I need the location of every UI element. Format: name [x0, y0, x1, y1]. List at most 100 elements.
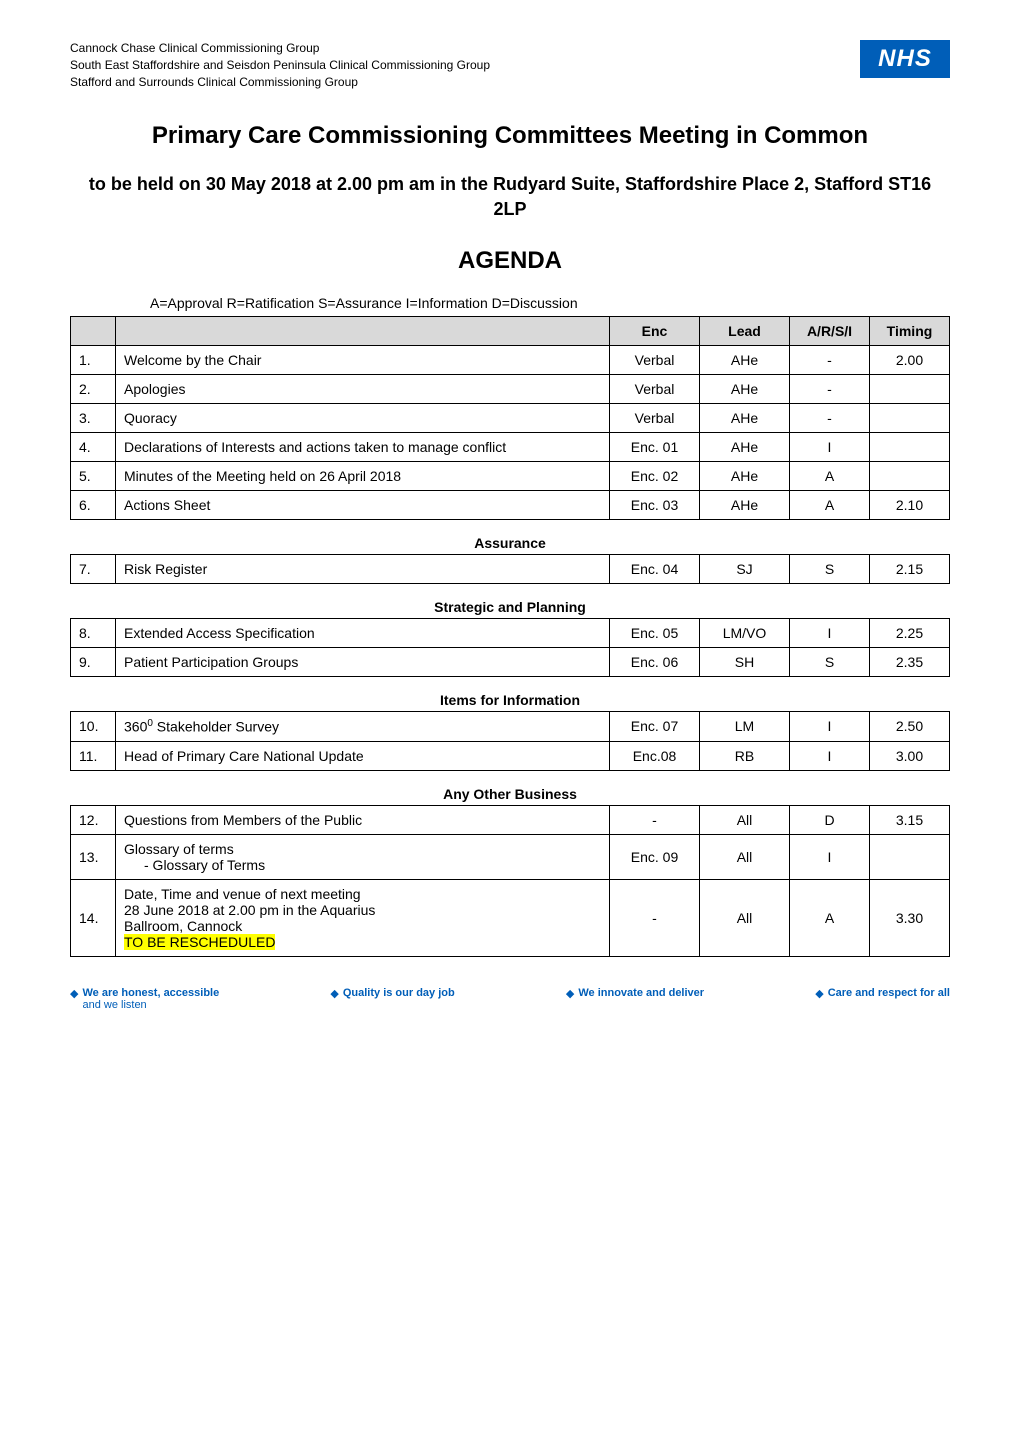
row-item: Date, Time and venue of next meeting28 J… — [116, 879, 610, 956]
col-arsi-header: A/R/S/I — [790, 316, 870, 345]
row-item: Glossary of terms- Glossary of Terms — [116, 834, 610, 879]
row-enc: Enc. 04 — [610, 554, 700, 583]
row-arsi: S — [790, 554, 870, 583]
table-row: 11. Head of Primary Care National Update… — [71, 741, 950, 770]
row-timing — [870, 403, 950, 432]
section-table: 10. 3600 Stakeholder Survey Enc. 07 LM I… — [70, 711, 950, 771]
row-arsi: - — [790, 345, 870, 374]
row-item: Questions from Members of the Public — [116, 805, 610, 834]
row-timing: 2.50 — [870, 711, 950, 741]
row-timing: 2.35 — [870, 647, 950, 676]
row-num: 14. — [71, 879, 116, 956]
row-item: Welcome by the Chair — [116, 345, 610, 374]
row-item: 3600 Stakeholder Survey — [116, 711, 610, 741]
row-timing — [870, 461, 950, 490]
org-names: Cannock Chase Clinical Commissioning Gro… — [70, 40, 490, 90]
row-enc: Verbal — [610, 403, 700, 432]
footer-item: ◆ Care and respect for all — [815, 987, 950, 1011]
row-arsi: A — [790, 490, 870, 519]
row-num: 12. — [71, 805, 116, 834]
col-timing-header: Timing — [870, 316, 950, 345]
row-enc: - — [610, 805, 700, 834]
document-title: Primary Care Commissioning Committees Me… — [70, 120, 950, 151]
row-enc: Verbal — [610, 345, 700, 374]
col-lead-header: Lead — [700, 316, 790, 345]
row-lead: AHe — [700, 374, 790, 403]
table-header-row: Enc Lead A/R/S/I Timing — [71, 316, 950, 345]
row-num: 6. — [71, 490, 116, 519]
row-lead: All — [700, 805, 790, 834]
row-arsi: A — [790, 879, 870, 956]
section-heading: Strategic and Planning — [70, 599, 950, 615]
row-item: Patient Participation Groups — [116, 647, 610, 676]
nhs-logo: NHS — [860, 40, 950, 78]
document-subtitle: to be held on 30 May 2018 at 2.00 pm am … — [70, 172, 950, 222]
row-enc: Enc. 03 — [610, 490, 700, 519]
table-row: 8. Extended Access Specification Enc. 05… — [71, 618, 950, 647]
table-row: 6. Actions Sheet Enc. 03 AHe A 2.10 — [71, 490, 950, 519]
row-arsi: S — [790, 647, 870, 676]
row-lead: All — [700, 834, 790, 879]
footer-item: ◆ Quality is our day job — [330, 987, 454, 1011]
row-item: Actions Sheet — [116, 490, 610, 519]
row-lead: AHe — [700, 432, 790, 461]
row-arsi: I — [790, 432, 870, 461]
diamond-icon: ◆ — [566, 987, 574, 1000]
row-timing — [870, 374, 950, 403]
footer-item: ◆ We are honest, accessibleand we listen — [70, 987, 219, 1011]
row-arsi: I — [790, 711, 870, 741]
row-arsi: I — [790, 834, 870, 879]
org-line: Cannock Chase Clinical Commissioning Gro… — [70, 40, 490, 57]
row-item: Head of Primary Care National Update — [116, 741, 610, 770]
row-arsi: D — [790, 805, 870, 834]
row-timing — [870, 432, 950, 461]
section-heading: Any Other Business — [70, 786, 950, 802]
row-arsi: - — [790, 374, 870, 403]
diamond-icon: ◆ — [70, 987, 78, 1000]
main-agenda-table: Enc Lead A/R/S/I Timing 1. Welcome by th… — [70, 316, 950, 520]
row-enc: Enc. 07 — [610, 711, 700, 741]
row-item: Minutes of the Meeting held on 26 April … — [116, 461, 610, 490]
row-enc: Enc. 05 — [610, 618, 700, 647]
row-enc: Enc.08 — [610, 741, 700, 770]
row-item: Quoracy — [116, 403, 610, 432]
section-table: 8. Extended Access Specification Enc. 05… — [70, 618, 950, 677]
agenda-heading: AGENDA — [70, 247, 950, 275]
footer-item: ◆ We innovate and deliver — [566, 987, 704, 1011]
row-item: Extended Access Specification — [116, 618, 610, 647]
row-num: 5. — [71, 461, 116, 490]
table-row: 1. Welcome by the Chair Verbal AHe - 2.0… — [71, 345, 950, 374]
row-lead: AHe — [700, 490, 790, 519]
table-row: 9. Patient Participation Groups Enc. 06 … — [71, 647, 950, 676]
table-row: 3. Quoracy Verbal AHe - — [71, 403, 950, 432]
table-row: 12. Questions from Members of the Public… — [71, 805, 950, 834]
row-enc: Enc. 06 — [610, 647, 700, 676]
legend-text: A=Approval R=Ratification S=Assurance I=… — [150, 295, 950, 311]
table-row: 14. Date, Time and venue of next meeting… — [71, 879, 950, 956]
page-footer: ◆ We are honest, accessibleand we listen… — [70, 987, 950, 1011]
section-table: 7. Risk Register Enc. 04 SJ S 2.15 — [70, 554, 950, 584]
row-timing: 2.10 — [870, 490, 950, 519]
col-num-header — [71, 316, 116, 345]
row-timing — [870, 834, 950, 879]
row-num: 8. — [71, 618, 116, 647]
table-row: 2. Apologies Verbal AHe - — [71, 374, 950, 403]
col-item-header — [116, 316, 610, 345]
row-enc: Enc. 01 — [610, 432, 700, 461]
table-row: 5. Minutes of the Meeting held on 26 Apr… — [71, 461, 950, 490]
row-lead: LM — [700, 711, 790, 741]
row-enc: Verbal — [610, 374, 700, 403]
row-num: 7. — [71, 554, 116, 583]
row-arsi: I — [790, 618, 870, 647]
section-table: 12. Questions from Members of the Public… — [70, 805, 950, 957]
table-row: 10. 3600 Stakeholder Survey Enc. 07 LM I… — [71, 711, 950, 741]
section-heading: Items for Information — [70, 692, 950, 708]
row-enc: Enc. 09 — [610, 834, 700, 879]
org-line: Stafford and Surrounds Clinical Commissi… — [70, 74, 490, 91]
row-timing: 3.15 — [870, 805, 950, 834]
row-item: Declarations of Interests and actions ta… — [116, 432, 610, 461]
row-num: 2. — [71, 374, 116, 403]
row-lead: RB — [700, 741, 790, 770]
org-line: South East Staffordshire and Seisdon Pen… — [70, 57, 490, 74]
col-enc-header: Enc — [610, 316, 700, 345]
